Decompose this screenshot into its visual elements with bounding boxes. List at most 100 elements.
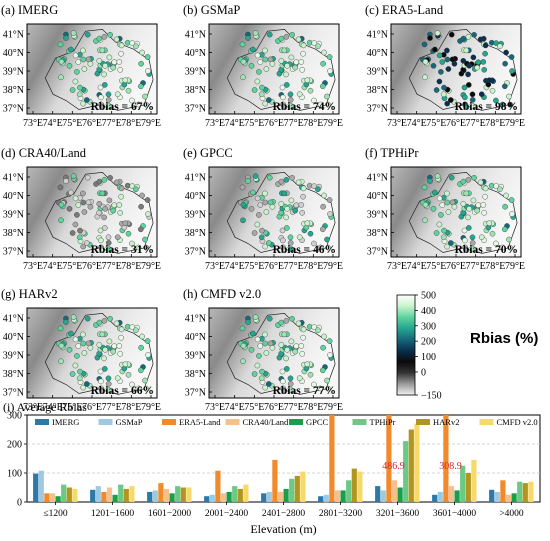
station-point <box>102 63 108 69</box>
station-point <box>422 201 429 208</box>
station-point <box>280 94 286 101</box>
x-tick-label: ≤1200 <box>43 509 67 519</box>
lon-tick-label: 79°E <box>323 261 343 272</box>
rbias-value: Rbias = 77% <box>273 385 336 397</box>
x-tick-label: 2801−3200 <box>319 509 363 519</box>
station-point <box>70 314 77 320</box>
station-point <box>76 375 83 382</box>
station-point <box>107 315 113 322</box>
lon-tick-label: 76°E <box>264 118 284 129</box>
station-point <box>81 66 88 72</box>
station-point <box>139 192 145 199</box>
station-point <box>80 384 86 391</box>
lon-tick-label: 73°E <box>205 402 225 413</box>
station-point <box>471 32 477 38</box>
colorbar-tick-label: −150 <box>421 391 442 402</box>
lon-tick-label: 74°E <box>225 261 245 272</box>
station-point <box>118 50 124 57</box>
station-point <box>434 30 441 36</box>
station-point <box>440 234 447 241</box>
station-point <box>281 246 287 252</box>
station-point <box>254 78 261 85</box>
bar <box>147 491 153 502</box>
bar <box>375 486 381 502</box>
station-point <box>265 240 272 246</box>
station-point <box>111 59 118 66</box>
y-tick-label: 300 <box>7 411 22 422</box>
station-point <box>63 35 69 41</box>
lon-tick-label: 77°E <box>102 261 122 272</box>
station-point <box>101 34 108 40</box>
station-point <box>96 319 103 326</box>
station-point <box>480 202 487 208</box>
station-point <box>439 202 446 208</box>
station-point <box>258 234 265 241</box>
station-point <box>433 230 440 236</box>
station-point <box>327 68 333 74</box>
station-point <box>75 343 82 349</box>
station-point <box>101 71 107 78</box>
station-point <box>239 184 246 191</box>
station-point <box>263 350 270 356</box>
bar <box>44 493 50 502</box>
bar <box>517 481 523 502</box>
lon-tick-label: 74°E <box>407 118 427 129</box>
station-point <box>299 67 306 73</box>
bar <box>494 491 500 502</box>
station-point <box>288 338 295 345</box>
station-point <box>502 203 508 210</box>
station-point <box>101 317 108 324</box>
lat-tick-label: 40°N <box>367 191 388 202</box>
station-point <box>444 243 451 250</box>
station-point <box>475 59 482 66</box>
station-point <box>96 58 103 64</box>
legend-label: GSMaP <box>116 417 143 427</box>
lon-tick-label: 76°E <box>82 261 102 272</box>
legend-swatch <box>98 419 113 425</box>
station-point <box>281 190 288 197</box>
station-point <box>287 234 294 241</box>
station-point <box>106 246 112 252</box>
station-point <box>70 30 77 36</box>
lon-tick-label: 77°E <box>466 118 486 129</box>
station-point <box>280 237 286 244</box>
bar <box>346 480 352 503</box>
station-point <box>327 211 333 217</box>
y-tick-label: 100 <box>7 469 22 480</box>
station-point <box>80 340 87 347</box>
x-tick-label: 3201−3600 <box>376 509 420 519</box>
station-point <box>143 385 149 392</box>
station-point <box>421 184 428 191</box>
station-point <box>508 54 515 60</box>
station-point <box>262 190 268 197</box>
station-point <box>68 189 74 196</box>
lon-tick-label: 74°E <box>407 261 427 272</box>
station-point <box>84 97 90 103</box>
station-point <box>469 91 476 98</box>
station-point <box>460 58 467 64</box>
lat-tick-label: 37°N <box>185 388 206 399</box>
station-point <box>98 378 104 385</box>
bar <box>261 493 267 502</box>
bar <box>237 488 243 502</box>
station-point <box>292 348 299 355</box>
station-point <box>58 201 65 208</box>
station-point <box>80 56 87 63</box>
station-point <box>251 230 258 236</box>
bar <box>106 487 113 502</box>
station-point <box>114 234 121 240</box>
station-point <box>240 74 246 81</box>
station-point <box>295 36 302 43</box>
lat-tick-label: 38°N <box>185 369 206 380</box>
station-point <box>262 384 269 391</box>
station-point <box>106 338 113 345</box>
station-point <box>288 103 295 109</box>
lat-tick-label: 37°N <box>3 388 24 399</box>
lon-tick-label: 79°E <box>141 261 161 272</box>
station-point <box>96 35 103 42</box>
x-tick-label: 1601−2000 <box>148 509 192 519</box>
station-point <box>133 43 139 50</box>
bar <box>61 484 67 502</box>
lon-tick-label: 73°E <box>23 402 43 413</box>
station-point <box>325 385 331 392</box>
